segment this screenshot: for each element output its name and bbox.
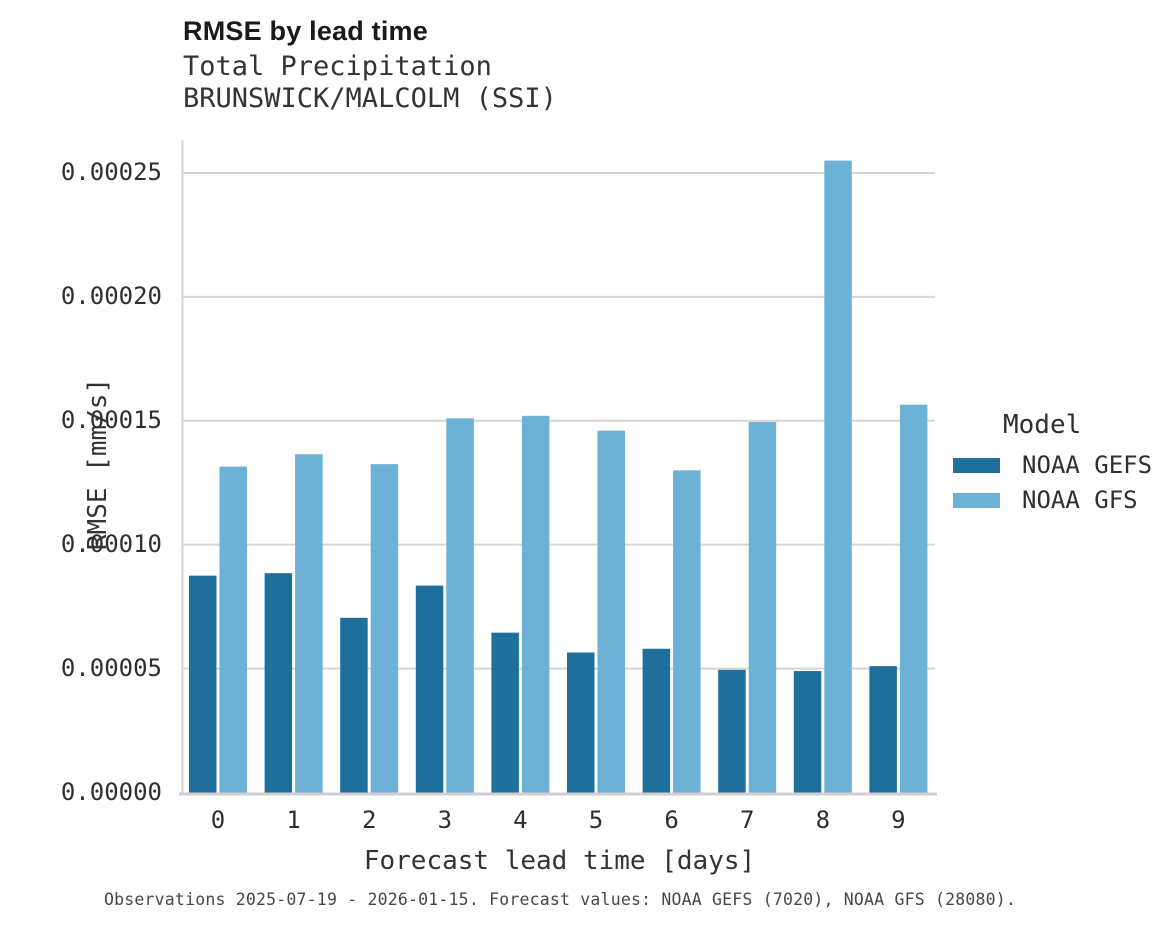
- legend-item-noaa-gefs: NOAA GEFS: [953, 451, 1175, 479]
- chart-title: RMSE by lead time: [183, 16, 428, 46]
- y-tick-label-0.00015: 0.00015: [60, 405, 162, 434]
- bar-noaa-gefs-day-3: [415, 585, 444, 793]
- x-tick-label-8: 8: [815, 806, 831, 834]
- bar-noaa-gfs-day-2: [370, 464, 399, 793]
- x-tick-label-0: 0: [210, 806, 226, 834]
- x-tick-label-5: 5: [588, 806, 604, 834]
- x-tick-label-6: 6: [664, 806, 679, 834]
- bar-noaa-gfs-day-0: [219, 466, 247, 793]
- bar-noaa-gfs-day-8: [824, 160, 852, 793]
- bar-noaa-gfs-day-5: [597, 430, 625, 793]
- bar-noaa-gfs-day-9: [899, 404, 928, 793]
- y-tick-label-0.00020: 0.00020: [60, 281, 162, 310]
- x-tick-label-2: 2: [361, 806, 377, 834]
- bar-noaa-gefs-day-7: [718, 669, 746, 793]
- chart-subtitle-station: BRUNSWICK/MALCOLM (SSI): [183, 83, 557, 114]
- bar-noaa-gefs-day-6: [642, 648, 671, 793]
- bar-noaa-gfs-day-3: [446, 418, 474, 793]
- bar-noaa-gefs-day-9: [869, 666, 897, 793]
- bar-noaa-gefs-day-1: [264, 573, 293, 793]
- bar-noaa-gefs-day-0: [189, 575, 217, 793]
- legend-swatch-noaa-gfs: [953, 492, 1000, 508]
- bar-noaa-gefs-day-2: [340, 617, 368, 793]
- legend-label-noaa-gefs: NOAA GEFS: [1022, 451, 1153, 479]
- x-tick-label-4: 4: [513, 806, 528, 834]
- y-tick-label-0.00000: 0.00000: [60, 777, 162, 806]
- x-tick-label-1: 1: [286, 806, 301, 834]
- bar-noaa-gfs-day-7: [748, 422, 777, 793]
- y-tick-label-0.00005: 0.00005: [60, 653, 162, 682]
- x-axis-label: Forecast lead time [days]: [363, 846, 756, 876]
- chart-subtitle-variable: Total Precipitation: [183, 51, 492, 82]
- legend-label-noaa-gfs: NOAA GFS: [1022, 486, 1138, 514]
- bar-noaa-gefs-day-5: [567, 652, 595, 793]
- bar-noaa-gfs-day-4: [521, 415, 550, 793]
- bar-noaa-gefs-day-8: [793, 671, 822, 793]
- y-axis-label: RMSE [mm/s]: [83, 377, 113, 551]
- legend-title: Model: [1003, 410, 1082, 440]
- legend: Model NOAA GEFS NOAA GFS: [953, 410, 1175, 524]
- bar-noaa-gfs-day-6: [673, 470, 701, 793]
- y-tick-label-0.00010: 0.00010: [60, 529, 162, 558]
- legend-swatch-noaa-gefs: [953, 457, 1000, 473]
- x-tick-label-7: 7: [739, 806, 755, 834]
- footer-note: Observations 2025-07-19 - 2026-01-15. Fo…: [104, 890, 1017, 909]
- x-tick-label-3: 3: [437, 806, 453, 834]
- legend-item-noaa-gfs: NOAA GFS: [953, 486, 1175, 514]
- bar-noaa-gefs-day-4: [491, 632, 519, 793]
- y-tick-label-0.00025: 0.00025: [60, 157, 162, 186]
- bar-noaa-gfs-day-1: [295, 454, 323, 793]
- x-tick-label-9: 9: [891, 806, 906, 834]
